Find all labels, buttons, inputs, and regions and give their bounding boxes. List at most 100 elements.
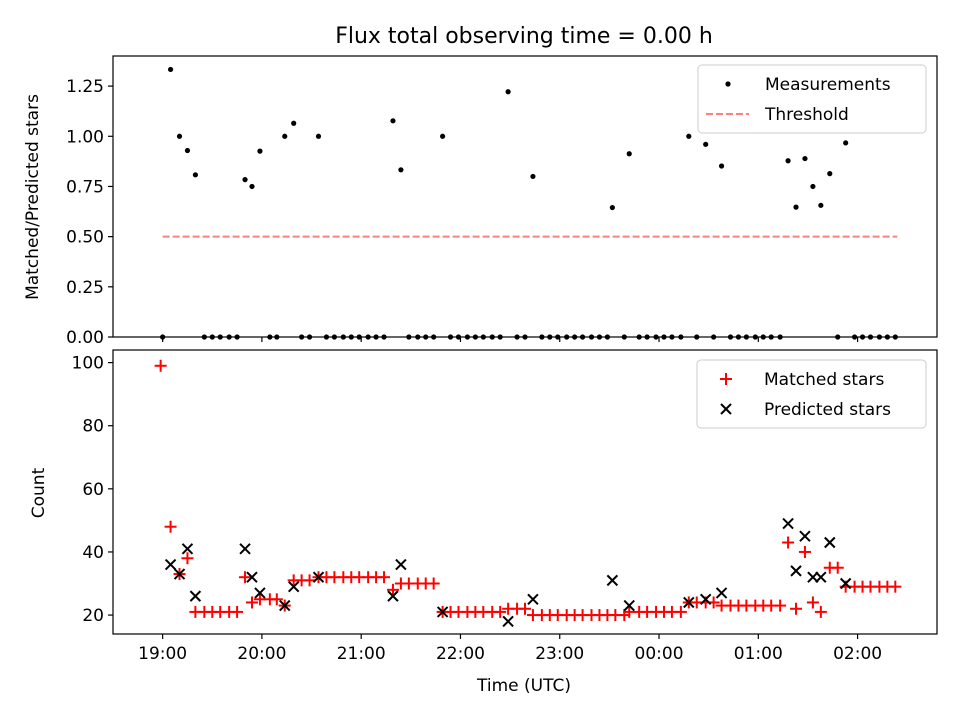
predicted-star-point <box>387 590 399 602</box>
measurement-point <box>686 133 692 139</box>
predicted-star-point <box>395 558 407 571</box>
x-tick-label: 23:00 <box>535 644 584 664</box>
measurement-point <box>703 141 709 147</box>
predicted-star-point <box>683 596 695 609</box>
predicted-star-point <box>436 606 449 618</box>
predicted-star-point <box>287 580 300 593</box>
legend-matched-marker <box>720 373 732 385</box>
measurement-point <box>398 167 404 173</box>
matched-star-point <box>774 599 787 612</box>
predicted-star-point <box>312 571 325 583</box>
bottom-plot: 20 40 60 80 100 19:00 20:00 21:00 22:00 23:00 00:… <box>29 349 938 664</box>
legend-measurements-label: Measurements <box>765 75 891 95</box>
matched-star-point <box>386 583 399 596</box>
chart-title: Flux total observing time = 0.00 h <box>335 24 713 49</box>
x-tick-label: 21:00 <box>337 644 386 664</box>
predicted-star-point <box>782 517 794 530</box>
bottom-plot-marks <box>154 359 902 628</box>
legend-predicted-marker <box>720 403 732 415</box>
measurement-point <box>192 172 198 178</box>
predicted-star-point <box>181 543 194 555</box>
predicted-star-point <box>239 543 251 555</box>
measurement-point <box>718 163 725 169</box>
measurement-point <box>184 147 191 154</box>
predicted-star-point <box>824 536 836 549</box>
matched-star-point <box>814 605 827 618</box>
x-tick-label: 02:00 <box>833 644 882 664</box>
measurement-point <box>242 177 248 183</box>
matched-star-point <box>154 359 167 372</box>
legend-threshold-label: Threshold <box>764 105 849 125</box>
predicted-star-point <box>254 587 266 599</box>
legend-measurement-marker <box>725 81 731 87</box>
predicted-star-point <box>799 530 811 542</box>
measurement-point <box>802 155 808 162</box>
matched-star-point <box>831 561 844 574</box>
predicted-star-point <box>715 587 728 599</box>
y-tick-label: 0.25 <box>66 278 104 298</box>
measurement-point <box>810 183 816 190</box>
matched-star-point <box>239 571 252 584</box>
measurement-point <box>530 173 536 180</box>
bottom-legend: Matched stars Predicted stars <box>696 359 927 429</box>
predicted-star-point <box>790 565 802 577</box>
x-tick-label: 01:00 <box>734 644 783 664</box>
top-legend: Measurements Threshold <box>697 64 927 134</box>
x-tick-label: 20:00 <box>237 644 286 664</box>
measurement-point <box>785 158 791 164</box>
x-tick-label: 22:00 <box>436 644 485 664</box>
y-tick-label: 20 <box>82 606 104 626</box>
top-plot: 0.00 0.25 0.50 0.75 1.00 1.25 Matched/Predict… <box>23 55 938 348</box>
matched-star-point <box>889 580 902 593</box>
measurement-point <box>827 171 833 177</box>
matched-star-point <box>494 605 507 618</box>
matched-star-point <box>378 571 391 584</box>
measurement-point <box>291 120 297 126</box>
measurement-point <box>257 148 263 154</box>
measurement-point <box>505 89 511 95</box>
top-plot-frame <box>112 55 938 338</box>
y-tick-label: 40 <box>82 543 104 563</box>
top-y-axis-label: Matched/Predicted stars <box>23 94 43 300</box>
measurement-point <box>843 140 849 146</box>
matched-star-point <box>303 574 316 587</box>
predicted-star-point <box>502 615 514 628</box>
y-tick-label: 0.75 <box>66 177 104 197</box>
y-tick-label: 60 <box>82 480 104 500</box>
measurement-point <box>626 151 632 157</box>
bottom-y-axis: 20 40 60 80 100 <box>72 354 113 626</box>
matched-star-point <box>519 602 531 615</box>
matched-star-point <box>798 545 811 558</box>
predicted-star-point <box>246 571 258 583</box>
measurement-point <box>818 202 824 208</box>
predicted-star-point <box>279 599 291 612</box>
predicted-star-point <box>699 593 712 605</box>
top-x-axis <box>162 337 859 342</box>
legend-matched-label: Matched stars <box>764 370 884 390</box>
bottom-x-axis: 19:00 20:00 21:00 22:00 23:00 00:00 01:00 02:00 <box>138 634 882 664</box>
y-tick-label: 100 <box>72 354 104 374</box>
bottom-legend-box <box>696 359 927 429</box>
y-tick-label: 1.00 <box>66 127 104 147</box>
measurement-point <box>176 133 183 139</box>
predicted-star-point <box>189 590 202 602</box>
measurement-point <box>793 204 799 210</box>
y-tick-label: 80 <box>82 417 104 437</box>
matched-star-point <box>245 596 258 609</box>
measurement-point <box>390 118 396 124</box>
measurement-point <box>609 204 615 211</box>
legend-predicted-label: Predicted stars <box>764 400 891 420</box>
predicted-star-point <box>606 574 619 587</box>
predicted-star-point <box>173 568 186 580</box>
y-tick-label: 0.00 <box>66 328 104 348</box>
x-axis-label: Time (UTC) <box>476 676 571 696</box>
matched-star-point <box>782 536 795 549</box>
measurement-point <box>440 133 446 139</box>
matched-star-point <box>164 520 177 533</box>
measurement-point <box>315 133 322 139</box>
matched-star-point <box>790 602 803 615</box>
bottom-plot-frame <box>112 349 938 635</box>
matched-star-point <box>674 605 687 618</box>
bottom-y-axis-label: Count <box>29 467 49 518</box>
